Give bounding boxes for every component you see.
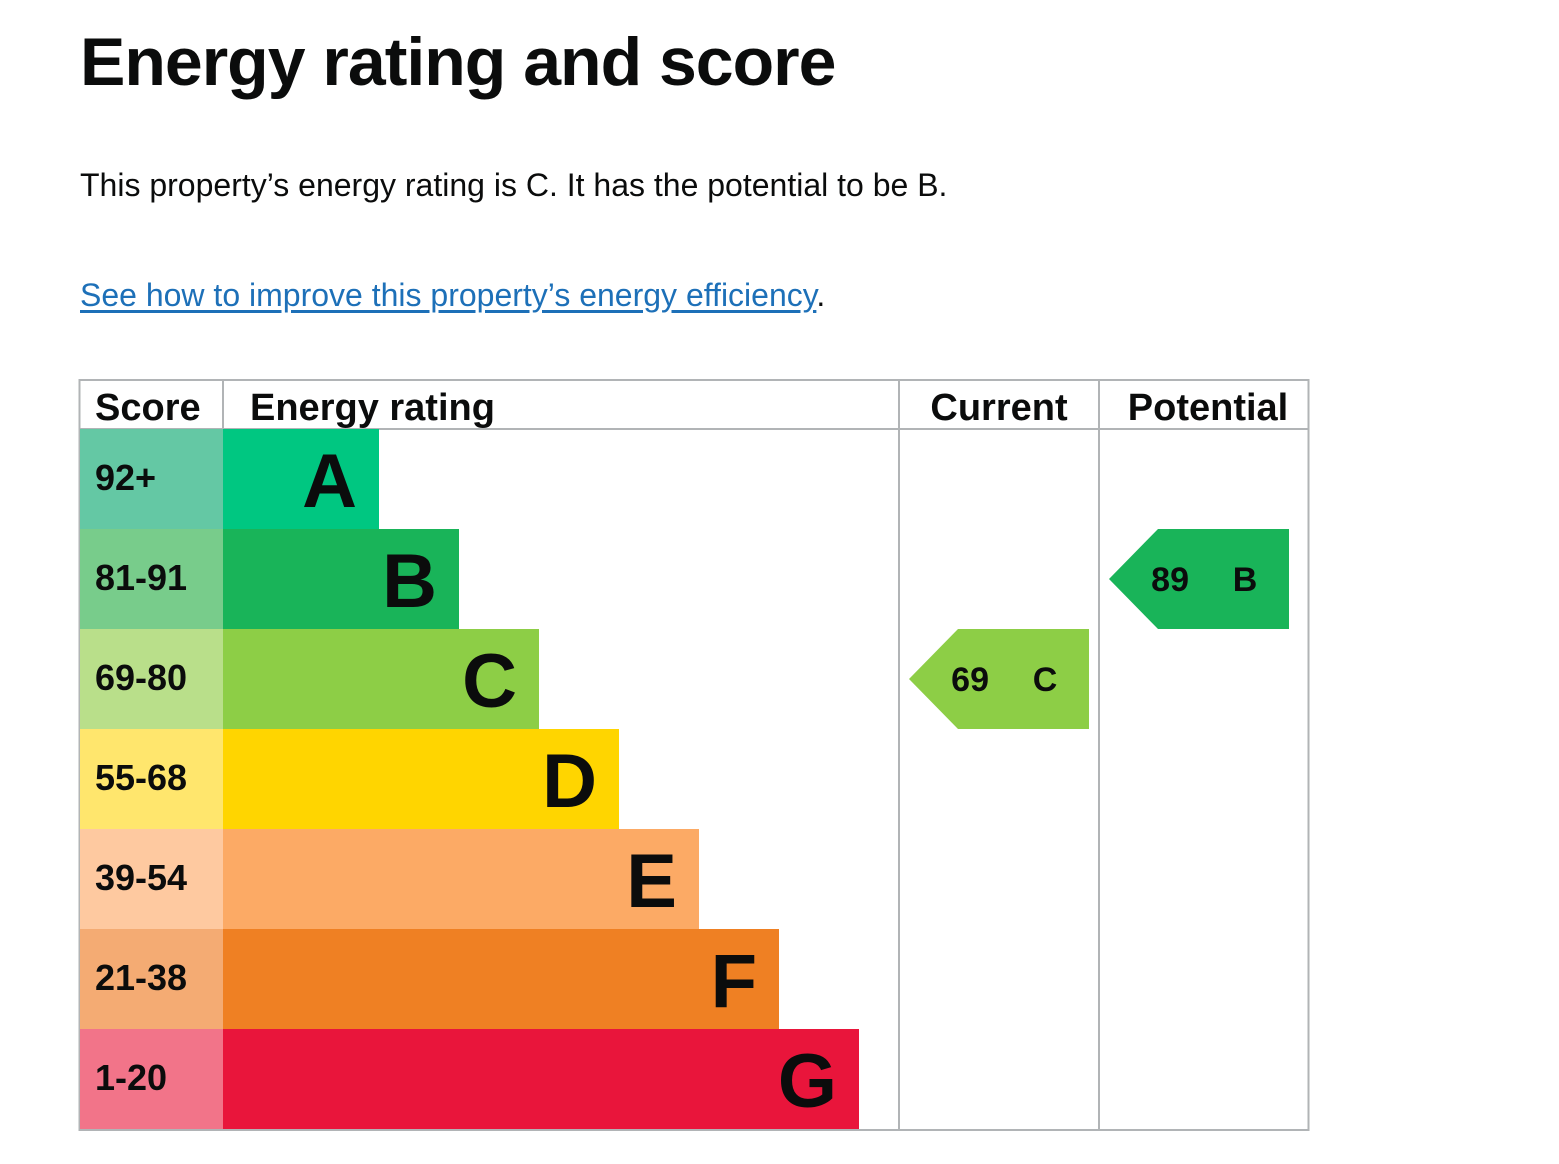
score-range-d: 55-68 <box>95 757 187 798</box>
score-cell-a <box>80 429 223 529</box>
score-cell-g <box>80 1029 223 1129</box>
band-letter-g: G <box>778 1039 837 1124</box>
band-letter-b: B <box>382 539 437 624</box>
score-range-c: 69-80 <box>95 657 187 698</box>
band-bar-a <box>223 429 379 529</box>
header-current: Current <box>930 387 1068 429</box>
score-cell-d <box>80 729 223 829</box>
band-bar-d <box>223 729 619 829</box>
score-cell-e <box>80 829 223 929</box>
header-energy-rating: Energy rating <box>250 387 495 429</box>
score-range-e: 39-54 <box>95 857 187 898</box>
potential-rating-arrow <box>1109 529 1289 629</box>
improve-paragraph: See how to improve this property’s energ… <box>80 275 825 315</box>
band-bar-e <box>223 829 699 929</box>
potential-letter: B <box>1233 561 1258 599</box>
band-bar-c <box>223 629 539 729</box>
band-bar-f <box>223 929 779 1029</box>
page-title: Energy rating and score <box>80 24 836 100</box>
score-cell-c <box>80 629 223 729</box>
score-range-b: 81-91 <box>95 557 187 598</box>
current-rating-arrow <box>909 629 1089 729</box>
band-letter-a: A <box>302 439 357 524</box>
improve-link-suffix: . <box>816 277 826 313</box>
current-letter: C <box>1033 661 1058 699</box>
band-letter-f: F <box>711 939 757 1024</box>
table-outline <box>78 379 1310 1131</box>
rating-arrows: 69 C 89 B <box>909 529 1289 729</box>
score-range-f: 21-38 <box>95 957 187 998</box>
potential-score: 89 <box>1151 561 1189 599</box>
header-potential: Potential <box>1128 387 1288 429</box>
band-bar-b <box>223 529 459 629</box>
header-score: Score <box>95 387 201 429</box>
rating-bands: 92+ A 81-91 B 69-80 C 55-68 D 39-54 E 21-38 F 1-20 G <box>80 429 859 1129</box>
rating-summary: This property’s energy rating is C. It h… <box>80 167 948 203</box>
improve-efficiency-link[interactable]: See how to improve this property’s energ… <box>80 277 817 313</box>
band-bar-g <box>223 1029 859 1129</box>
band-letter-e: E <box>626 839 677 924</box>
band-letter-c: C <box>462 639 517 724</box>
band-letter-d: D <box>542 739 597 824</box>
rating-table-grid <box>78 379 1310 1131</box>
score-cell-f <box>80 929 223 1029</box>
score-range-a: 92+ <box>95 457 156 498</box>
rating-table-headers: Score Energy rating Current Potential <box>95 387 1288 429</box>
score-cell-b <box>80 529 223 629</box>
score-range-g: 1-20 <box>95 1057 167 1098</box>
current-score: 69 <box>951 661 989 699</box>
